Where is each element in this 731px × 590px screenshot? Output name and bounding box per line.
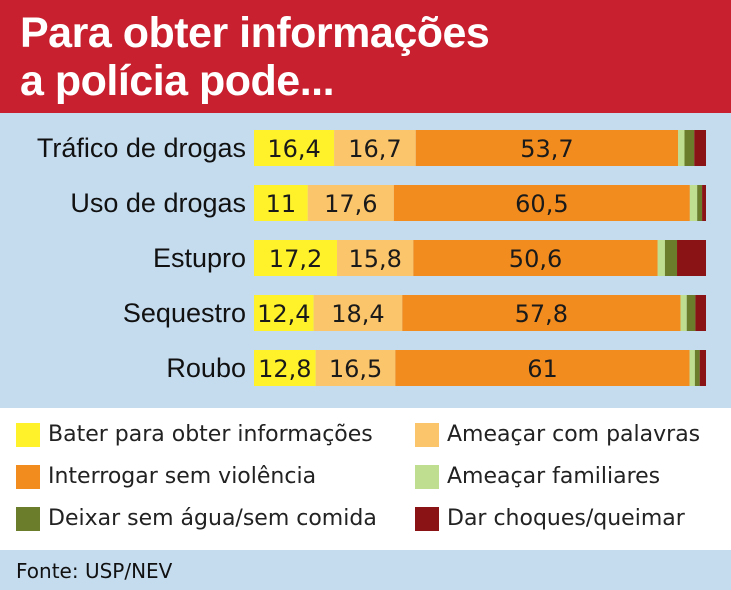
data-label-trafico-de-drogas-ameacar-com-palavras: 16,7 [348,135,401,163]
legend-label: Bater para obter informações [48,422,373,447]
bar-segment-trafico-de-drogas-ameacar-com-palavras [334,130,416,166]
legend: Bater para obter informações Ameaçar com … [0,408,731,550]
legend-label: Deixar sem água/sem comida [48,506,377,531]
chart-title-line-1: Para obter informações [20,9,490,57]
category-label-sequestro: Sequestro [123,298,246,328]
data-label-trafico-de-drogas-interrogar-sem-violencia: 53,7 [520,135,573,163]
bar-segment-uso-de-drogas-interrogar-sem-violencia [393,185,690,221]
data-label-uso-de-drogas-bater-para-obter-informacoes: 11 [266,190,297,218]
chart-area: Tráfico de drogas 16,4 16,7 53,7 Uso de drog… [0,113,731,408]
bar-segment-estupro-dar-choques-queimar [677,240,706,276]
source-note: Fonte: USP/NEV [16,559,173,583]
bar-segment-trafico-de-drogas-dar-choques-queimar [694,130,706,166]
bar-segment-uso-de-drogas-ameacar-familiares [689,185,698,221]
bar-segment-roubo-bater-para-obter-informacoes [254,350,316,386]
bar-segment-uso-de-drogas-deixar-sem-agua-sem-comida [697,185,703,221]
legend-label: Interrogar sem violência [48,464,317,489]
legend-label: Ameaçar com palavras [447,422,701,447]
bar-segment-uso-de-drogas-ameacar-com-palavras [307,185,394,221]
data-label-uso-de-drogas-ameacar-com-palavras: 17,6 [324,190,377,218]
bar-segment-trafico-de-drogas-interrogar-sem-violencia [415,130,679,166]
data-label-sequestro-bater-para-obter-informacoes: 12,4 [257,300,310,328]
legend-swatch [16,465,40,489]
legend-label: Dar choques/queimar [447,506,685,531]
header-banner: Para obter informações a polícia pode... [0,0,731,113]
stacked-bar-chart: Tráfico de drogas 16,4 16,7 53,7 Uso de drog… [37,130,706,386]
bar-segment-estupro-interrogar-sem-violencia [413,240,658,276]
bar-segment-estupro-ameacar-familiares [657,240,665,276]
bar-segment-trafico-de-drogas-deixar-sem-agua-sem-comida [684,130,695,166]
legend-swatch [415,423,439,447]
bar-segment-sequestro-dar-choques-queimar [695,295,706,331]
bar-segment-uso-de-drogas-bater-para-obter-informacoes [254,185,308,221]
data-label-roubo-interrogar-sem-violencia: 61 [527,355,558,383]
bar-segment-estupro-bater-para-obter-informacoes [254,240,338,276]
bar-segment-sequestro-ameacar-com-palavras [313,295,403,331]
data-label-trafico-de-drogas-bater-para-obter-informacoes: 16,4 [267,135,320,163]
chart-title-line-2: a polícia pode... [20,57,335,105]
bar-segment-uso-de-drogas-dar-choques-queimar [702,185,706,221]
bar-segment-trafico-de-drogas-bater-para-obter-informacoes [254,130,335,166]
category-label-estupro: Estupro [153,243,246,273]
data-label-estupro-ameacar-com-palavras: 15,8 [348,245,401,273]
data-label-roubo-bater-para-obter-informacoes: 12,8 [258,355,311,383]
bar-segment-sequestro-bater-para-obter-informacoes [254,295,314,331]
bar-segment-roubo-ameacar-familiares [689,350,695,386]
legend-swatch [415,465,439,489]
data-label-sequestro-interrogar-sem-violencia: 57,8 [515,300,568,328]
legend-swatch [415,507,439,531]
bar-segment-roubo-interrogar-sem-violencia [395,350,690,386]
footer: Fonte: USP/NEV [0,550,731,590]
bar-segment-sequestro-interrogar-sem-violencia [402,295,681,331]
bar-segment-estupro-deixar-sem-agua-sem-comida [664,240,678,276]
bar-segment-trafico-de-drogas-ameacar-familiares [678,130,685,166]
legend-swatch [16,507,40,531]
data-label-estupro-bater-para-obter-informacoes: 17,2 [269,245,322,273]
bar-segment-roubo-ameacar-com-palavras [315,350,396,386]
bar-segment-sequestro-ameacar-familiares [680,295,687,331]
legend-label: Ameaçar familiares [447,464,661,489]
category-label-uso-de-drogas: Uso de drogas [70,188,246,218]
bar-segment-estupro-ameacar-com-palavras [337,240,414,276]
data-label-uso-de-drogas-interrogar-sem-violencia: 60,5 [515,190,568,218]
category-label-trafico-de-drogas: Tráfico de drogas [37,133,246,163]
bar-segment-sequestro-deixar-sem-agua-sem-comida [686,295,696,331]
data-label-sequestro-ameacar-com-palavras: 18,4 [331,300,384,328]
legend-swatch [16,423,40,447]
data-label-roubo-ameacar-com-palavras: 16,5 [329,355,382,383]
bar-segment-roubo-deixar-sem-agua-sem-comida [694,350,700,386]
category-label-roubo: Roubo [166,353,246,383]
bar-segment-roubo-dar-choques-queimar [699,350,706,386]
data-label-estupro-interrogar-sem-violencia: 50,6 [509,245,562,273]
